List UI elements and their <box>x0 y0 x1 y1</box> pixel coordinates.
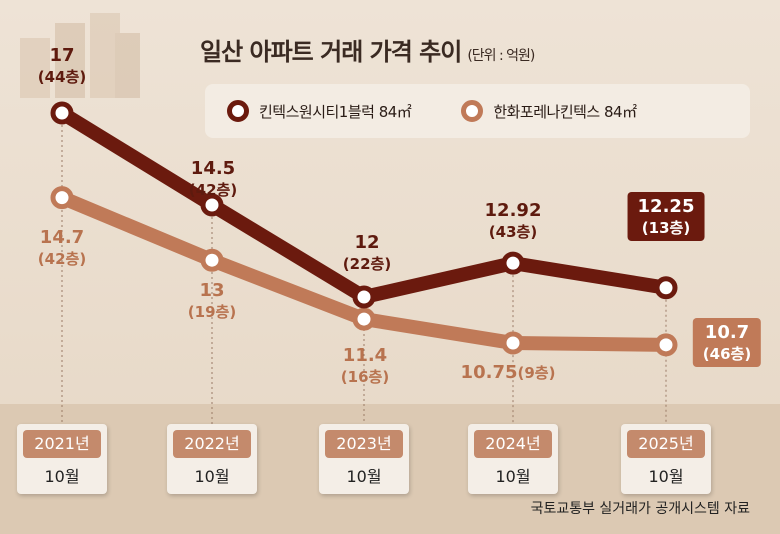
data-point <box>50 101 74 125</box>
x-tick-card: 2021년 10월 <box>17 424 107 494</box>
value-label: 11.4 <box>342 345 388 366</box>
data-label: 12.92 (43층) <box>485 200 542 241</box>
data-label: 12.25 (13층) <box>627 192 705 241</box>
data-label: 12 (22층) <box>343 232 391 273</box>
chart-title: 일산 아파트 거래 가격 추이 (단위 : 억원) <box>200 38 535 66</box>
x-tick-card: 2022년 10월 <box>167 424 257 494</box>
value-label: 12 <box>354 232 380 253</box>
floor-label: (46층) <box>702 344 752 363</box>
unit-label: (단위 : 억원) <box>467 48 535 64</box>
x-tick-year: 2021년 <box>23 430 101 458</box>
data-point <box>352 307 376 331</box>
floor-label: (19층) <box>187 302 237 321</box>
floor-label: (22층) <box>342 254 392 273</box>
legend-item-series-2: 한화포레나킨텍스 84㎡ <box>461 100 637 122</box>
x-tick-month: 10월 <box>346 467 382 486</box>
value-label: 14.7 <box>39 227 85 248</box>
x-tick-year: 2023년 <box>325 430 403 458</box>
data-label: 11.4 (16층) <box>341 345 389 386</box>
legend-item-series-1: 킨텍스원시티1블럭 84㎡ <box>227 100 412 122</box>
x-tick-year: 2022년 <box>173 430 251 458</box>
data-point <box>501 251 525 275</box>
x-tick-month: 10월 <box>648 467 684 486</box>
data-point <box>654 276 678 300</box>
legend: 킨텍스원시티1블럭 84㎡ 한화포레나킨텍스 84㎡ <box>205 84 750 138</box>
data-point <box>200 193 224 217</box>
x-tick-year: 2024년 <box>474 430 552 458</box>
x-tick-month: 10월 <box>495 467 531 486</box>
data-label: 10.75(9층) <box>461 362 556 384</box>
legend-marker-icon <box>227 100 249 122</box>
data-label: 13 (19층) <box>188 280 236 321</box>
data-point <box>501 331 525 355</box>
value-label: 14.5 <box>190 158 236 179</box>
value-label: 10.7 <box>704 322 750 343</box>
x-tick-card: 2023년 10월 <box>319 424 409 494</box>
floor-label: (42층) <box>37 249 87 268</box>
floor-label: (9층) <box>517 364 556 382</box>
floor-label: (44층) <box>37 67 87 86</box>
source-note: 국토교통부 실거래가 공개시스템 자료 <box>530 501 750 517</box>
data-label: 10.7 (46층) <box>692 318 762 367</box>
floor-label: (43층) <box>488 222 538 241</box>
legend-marker-icon <box>461 100 484 122</box>
floor-label: (13층) <box>641 218 691 237</box>
data-point <box>50 186 74 210</box>
data-label: 17 (44층) <box>38 45 86 86</box>
data-point <box>352 285 376 309</box>
value-label: 12.25 <box>637 196 695 217</box>
x-tick-card: 2025년 10월 <box>621 424 711 494</box>
x-tick-month: 10월 <box>194 467 230 486</box>
x-tick-month: 10월 <box>44 467 80 486</box>
data-point <box>654 333 678 357</box>
value-label: 10.75 <box>460 362 518 383</box>
x-tick-year: 2025년 <box>627 430 705 458</box>
apartment-illustration <box>20 13 140 98</box>
floor-label: (16층) <box>340 367 390 386</box>
x-tick-card: 2024년 10월 <box>468 424 558 494</box>
value-label: 13 <box>199 280 225 301</box>
value-label: 17 <box>49 45 75 66</box>
data-label: 14.7 (42층) <box>38 227 86 268</box>
floor-label: (42층) <box>188 180 238 199</box>
value-label: 12.92 <box>484 200 542 221</box>
data-label: 14.5 (42층) <box>189 158 237 199</box>
data-point <box>200 248 224 272</box>
